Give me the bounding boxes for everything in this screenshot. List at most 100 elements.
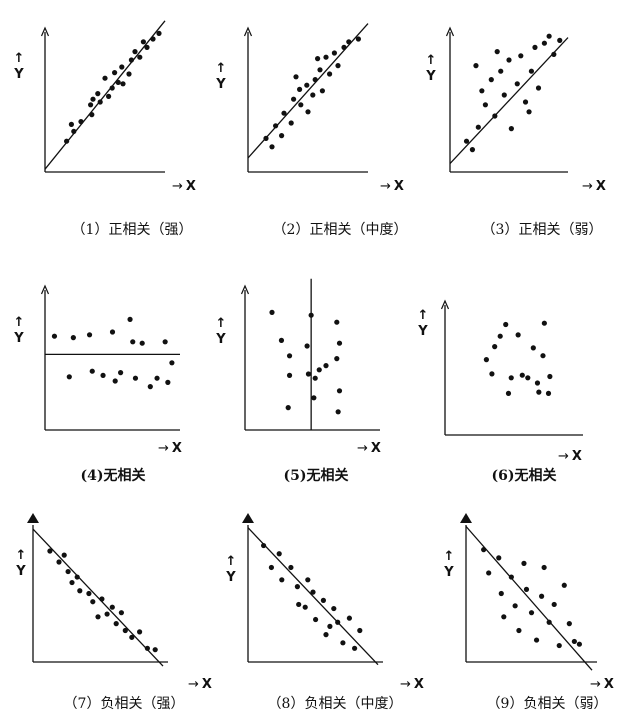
scatter-point bbox=[119, 64, 125, 70]
x-axis-label: → X bbox=[188, 677, 212, 692]
chart-caption: （7）负相关（强） bbox=[64, 696, 185, 712]
scatter-point bbox=[316, 367, 322, 373]
scatter-point bbox=[129, 634, 135, 640]
scatter-point bbox=[74, 574, 80, 580]
fit-line bbox=[465, 525, 593, 671]
scatter-point bbox=[469, 147, 476, 153]
y-axis-arrow-glyph: ↑ bbox=[418, 308, 429, 323]
chart-caption: (6)无相关 bbox=[492, 467, 557, 484]
scatter-point bbox=[139, 340, 145, 346]
scatter-point bbox=[308, 312, 314, 318]
scatter-point bbox=[335, 619, 341, 625]
x-axis-arrow-glyph: → bbox=[590, 677, 601, 692]
x-axis-name: X bbox=[596, 179, 606, 194]
scatter-point bbox=[479, 88, 485, 94]
scatter-point bbox=[541, 320, 547, 326]
scatter-point bbox=[523, 586, 530, 592]
y-axis-label: Y bbox=[417, 324, 428, 339]
scatter-point bbox=[488, 77, 494, 83]
x-axis-arrow-glyph: → bbox=[172, 179, 183, 194]
scatter-point bbox=[501, 92, 507, 98]
scatter-point bbox=[557, 37, 563, 44]
scatter-point bbox=[288, 564, 294, 571]
scatter-point bbox=[473, 63, 479, 69]
scatter-point bbox=[521, 560, 527, 566]
chart-panel-p7: → X ↑Y （7）负相关（强） bbox=[15, 513, 212, 712]
scatter-point bbox=[576, 641, 583, 647]
y-axis-arrowhead bbox=[40, 26, 50, 37]
scatter-point bbox=[47, 548, 53, 554]
scatter-point bbox=[516, 627, 522, 634]
scatter-point bbox=[132, 375, 139, 381]
x-axis-name: X bbox=[186, 179, 196, 194]
scatter-point bbox=[156, 30, 162, 36]
scatter-point bbox=[323, 632, 329, 638]
scatter-point bbox=[463, 138, 470, 144]
y-axis-label: Y bbox=[215, 332, 226, 347]
scatter-point bbox=[169, 360, 175, 366]
x-axis-arrow-glyph: → bbox=[357, 441, 368, 456]
scatter-point bbox=[273, 123, 279, 129]
scatter-point bbox=[112, 70, 118, 76]
scatter-point bbox=[137, 54, 143, 60]
scatter-point bbox=[56, 559, 62, 565]
x-axis-arrow-glyph: → bbox=[582, 179, 593, 194]
x-axis-name: X bbox=[604, 677, 614, 692]
scatter-point bbox=[78, 119, 84, 125]
chart-panel-p2: → X ↑Y （2）正相关（中度） bbox=[215, 23, 407, 238]
y-axis-arrow-glyph: ↑ bbox=[226, 554, 237, 569]
scatter-point bbox=[357, 627, 363, 634]
scatter-point bbox=[501, 614, 507, 620]
scatter-point bbox=[305, 371, 312, 377]
scatter-point bbox=[144, 44, 150, 51]
scatter-point bbox=[323, 54, 329, 60]
fit-line bbox=[32, 528, 164, 667]
x-axis-label: → X bbox=[400, 677, 424, 692]
x-axis-arrow-glyph: → bbox=[380, 179, 391, 194]
scatter-point bbox=[319, 88, 325, 94]
x-axis-name: X bbox=[572, 449, 582, 464]
scatter-point bbox=[162, 339, 168, 345]
scatter-point bbox=[525, 375, 531, 381]
scatter-point bbox=[90, 599, 96, 605]
scatter-point bbox=[113, 621, 119, 627]
scatter-point bbox=[126, 71, 132, 77]
scatter-point bbox=[481, 547, 487, 553]
scatter-point bbox=[147, 384, 153, 390]
scatter-point bbox=[261, 542, 267, 549]
x-axis-arrow-glyph: → bbox=[558, 449, 569, 464]
x-axis-arrow-glyph: → bbox=[188, 677, 199, 692]
scatter-point bbox=[532, 44, 538, 51]
chart-panel-p5: → X ↑Y (5)无相关 bbox=[215, 278, 381, 484]
scatter-point bbox=[263, 135, 269, 141]
scatter-point bbox=[492, 344, 498, 350]
y-axis-arrow-glyph: ↑ bbox=[216, 316, 227, 331]
scatter-point bbox=[497, 333, 503, 339]
scatter-point bbox=[269, 309, 275, 315]
scatter-point bbox=[334, 319, 340, 325]
scatter-point bbox=[334, 356, 340, 362]
scatter-point bbox=[556, 642, 562, 649]
scatter-point bbox=[64, 138, 70, 144]
scatter-point bbox=[68, 121, 74, 127]
x-axis-name: X bbox=[371, 441, 381, 456]
scatter-point bbox=[331, 605, 337, 612]
scatter-point bbox=[144, 645, 150, 651]
scatter-point bbox=[69, 579, 75, 586]
scatter-point bbox=[492, 113, 498, 119]
chart-panel-p8: → X ↑Y （8）负相关（中度） bbox=[225, 513, 424, 712]
scatter-point bbox=[561, 582, 567, 588]
scatter-point bbox=[310, 92, 316, 98]
scatter-point bbox=[154, 375, 160, 381]
fit-line bbox=[449, 37, 569, 165]
scatter-point bbox=[547, 373, 553, 380]
scatter-point bbox=[519, 372, 525, 378]
y-axis-label: Y bbox=[425, 69, 436, 84]
scatter-point bbox=[522, 99, 529, 105]
y-axis-arrowhead bbox=[40, 284, 50, 295]
x-axis-label: → X bbox=[558, 449, 582, 464]
scatter-point bbox=[86, 332, 93, 338]
scatter-point bbox=[545, 390, 552, 396]
scatter-point bbox=[311, 395, 317, 401]
